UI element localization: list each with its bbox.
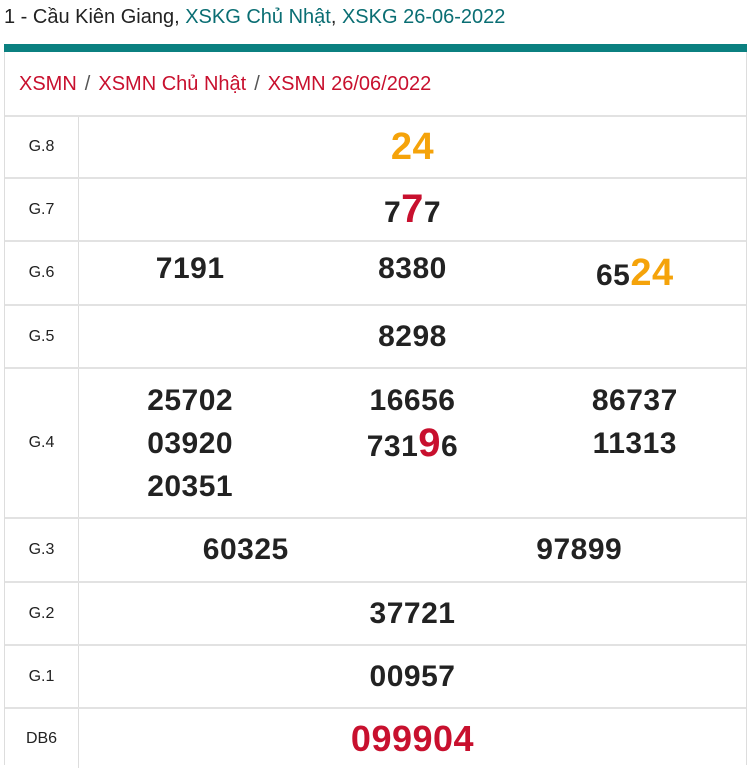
prize-label: G.1 [5,644,79,708]
prize-label: G.6 [5,240,79,305]
row-g5: G.5 8298 [5,304,746,368]
digits: 7 [383,196,402,229]
prize-value: 03920 [147,426,234,460]
prize-value: 24 [78,115,746,178]
prize-value: 73196 [301,420,523,465]
prize-value: 25702 [147,383,234,417]
special-prize-value: 099904 [78,707,746,768]
prize-label: G.2 [5,581,79,645]
breadcrumb-xsmn-date[interactable]: XSMN 26/06/2022 [267,73,432,95]
xskg-sunday-link[interactable]: XSKG Chủ Nhật [185,6,331,28]
prize-value: 8380 [378,251,447,285]
results-table: G.8 24 G.7 777 G.6 7191 8380 6524 G.5 8298 G.4… [5,115,746,768]
prize-value: 60325 [202,533,289,566]
prize-value: 86737 [591,383,678,417]
header-divider [4,44,747,52]
prize-label: G.7 [5,177,79,241]
page-heading: 1 - Cầu Kiên Giang, XSKG Chủ Nhật, XSKG … [4,6,505,29]
row-g8: G.8 24 [5,115,746,178]
row-g7: G.7 777 [5,177,746,241]
row-g2: G.2 37721 [5,581,746,645]
row-g6: G.6 7191 8380 6524 [5,240,746,305]
prize-value: 6524 [524,252,746,295]
prize-value: 777 [78,177,746,241]
breadcrumb-separator: / [254,73,260,95]
highlight-digit: 9 [418,420,442,465]
prize-value: 7191 [155,251,225,285]
highlight-digits: 24 [630,251,674,294]
digits: 7 [423,196,442,229]
row-g1: G.1 00957 [5,644,746,708]
breadcrumb-xsmn-sunday[interactable]: XSMN Chủ Nhật [98,73,247,95]
digits: 65 [595,258,631,292]
row-special: DB6 099904 [5,707,746,768]
highlight-digit: 7 [401,187,424,231]
prize-value: 37721 [78,581,746,645]
prize-value: 8298 [78,304,746,368]
heading-prefix: 1 - Cầu Kiên Giang, [4,6,186,28]
results-panel: XSMN / XSMN Chủ Nhật / XSMN 26/06/2022 G.8 24… [4,52,747,768]
prize-value: 16656 [369,383,456,417]
prize-label: DB6 [5,707,79,768]
prize-label: G.4 [5,367,79,518]
breadcrumb: XSMN / XSMN Chủ Nhật / XSMN 26/06/2022 [19,73,431,96]
digits: 6 [441,429,459,463]
prize-value: 00957 [78,644,746,708]
digits: 731 [366,429,419,463]
prize-value: 20351 [147,469,234,503]
breadcrumb-separator: / [84,73,91,95]
prize-label: G.5 [5,304,79,368]
heading-comma: , [330,6,342,28]
breadcrumb-xsmn[interactable]: XSMN [19,73,77,95]
prize-value: 11313 [592,426,677,460]
prize-value: 97899 [536,533,623,566]
row-g3: G.3 60325 97899 [5,517,746,582]
prize-label: G.8 [5,115,79,178]
prize-label: G.3 [5,517,79,582]
row-g4: G.4 25702 03920 20351 16656 73196 86737 1131… [5,367,746,518]
xskg-date-link[interactable]: XSKG 26-06-2022 [341,6,506,28]
